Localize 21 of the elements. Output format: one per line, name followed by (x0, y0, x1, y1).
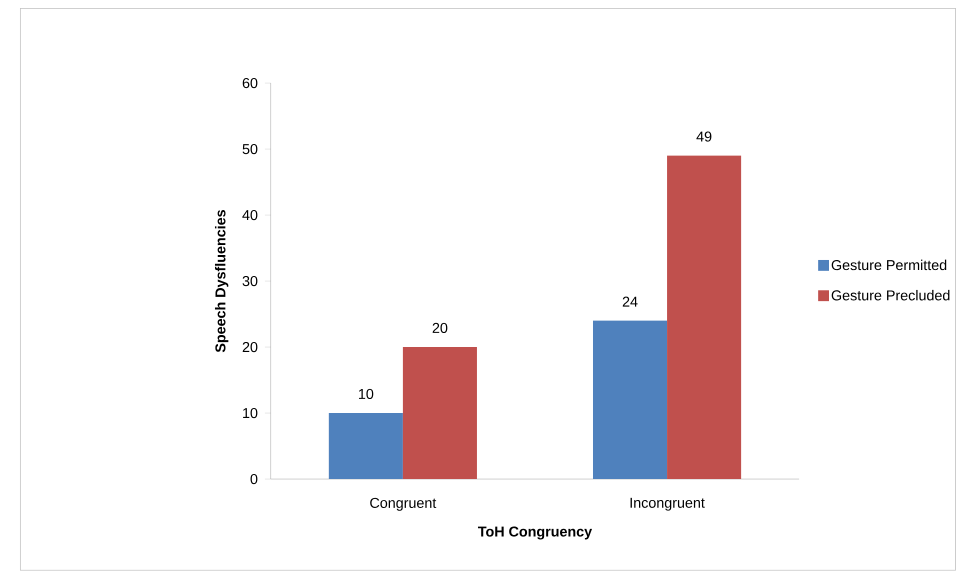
legend-label: Gesture Precluded (832, 290, 950, 301)
data-label: 10 (358, 388, 374, 400)
data-label: 20 (432, 322, 448, 334)
y-tick-label: 60 (242, 78, 258, 88)
y-axis-title: Speech Dysfluencies (214, 210, 228, 352)
data-label: 49 (696, 132, 712, 142)
bar (667, 156, 742, 480)
bar (592, 320, 668, 480)
y-tick-label: 0 (250, 474, 258, 484)
bar (328, 413, 403, 480)
y-tick-label: 40 (242, 210, 258, 220)
y-tick-label: 20 (242, 342, 258, 352)
y-tick-label: 50 (242, 144, 258, 154)
x-tick-label: Congruent (370, 498, 436, 511)
y-tick-label: 10 (243, 408, 258, 418)
legend-label: Gesture Permitted (832, 260, 946, 270)
y-tick-label: 30 (242, 276, 258, 286)
bar (402, 347, 477, 480)
x-axis-title: ToH Congruency (478, 526, 592, 540)
data-label: 24 (622, 296, 638, 307)
x-tick-label: Incongruent (630, 498, 705, 511)
